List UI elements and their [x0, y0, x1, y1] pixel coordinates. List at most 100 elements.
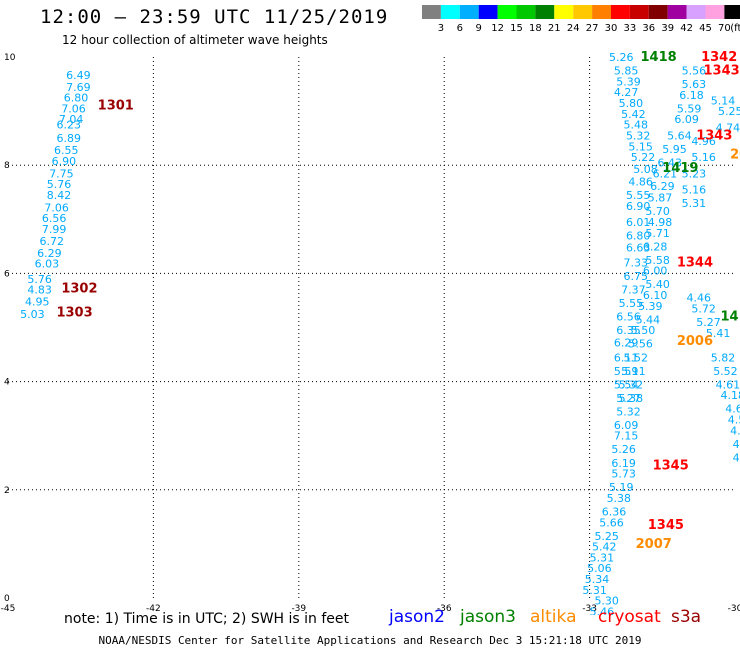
units-note: note: 1) Time is in UTC; 2) SWH is in fe…: [64, 611, 350, 627]
wave-height-value: 6.89: [56, 132, 81, 145]
scale-swatch: [629, 5, 649, 19]
scale-units: (ft): [730, 23, 740, 34]
wave-height-value: 5.39: [616, 75, 641, 88]
track-label: 20: [730, 147, 740, 162]
wave-height-value: 5.48: [624, 119, 649, 132]
wave-height-value: 5.41: [706, 327, 731, 340]
wave-height-value: 5.85: [614, 65, 639, 78]
wave-height-value: 5.54: [614, 378, 639, 391]
wave-height-value: 6.00: [643, 265, 668, 278]
wave-height-value: 5.52: [624, 351, 649, 364]
scale-swatch: [573, 5, 593, 19]
longitude-label: -45: [1, 604, 16, 614]
wave-height-value: 4.46: [687, 292, 712, 305]
latitude-label: 4: [4, 378, 10, 388]
wave-height-value: 5.64: [667, 129, 692, 142]
wave-height-value: 6.72: [40, 235, 65, 248]
scale-swatch: [554, 5, 574, 19]
wave-height-value: 5.39: [638, 300, 663, 313]
wave-height-value: 5.26: [609, 51, 634, 64]
track-label: 2006: [677, 334, 713, 349]
wave-height-value: 5.14: [711, 94, 736, 107]
wave-height-value: 5.40: [645, 278, 670, 291]
wave-height-value: 6.36: [602, 505, 627, 518]
wave-height-value: 4.54: [728, 413, 740, 426]
wave-height-value: 6.55: [54, 144, 79, 157]
track-label: 1344: [677, 256, 713, 271]
wave-height-value: 5.42: [621, 108, 646, 121]
wave-height-value: 5.58: [645, 254, 670, 267]
scale-swatch: [724, 5, 740, 19]
wave-height-value: 5.59: [614, 365, 639, 378]
track-label: 1345: [653, 458, 689, 473]
scale-swatch: [440, 5, 460, 19]
wave-height-value: 6.03: [35, 258, 60, 271]
wave-height-value: 5.56: [682, 65, 707, 78]
scale-swatch: [422, 5, 441, 19]
wave-height-value: 5.31: [582, 584, 607, 597]
track-label: 1343: [696, 128, 732, 143]
track-label: 14: [720, 310, 738, 325]
track-label: 2007: [636, 537, 672, 552]
longitude-label: -42: [146, 604, 161, 614]
scale-label: 30: [605, 23, 618, 34]
wave-height-value: 5.22: [631, 151, 656, 164]
track-label: 1342: [701, 50, 737, 65]
wave-height-value: 7.37: [621, 284, 646, 297]
wave-height-value: 6.19: [611, 457, 636, 470]
scale-label: 24: [567, 23, 580, 34]
wave-height-value: 4.18: [720, 389, 740, 402]
wave-height-value: 6.29: [614, 337, 639, 350]
wave-height-value: 4.66: [725, 403, 740, 416]
wave-height-value: 6.02: [599, 614, 624, 615]
wave-height-value: 6.80: [64, 92, 88, 105]
scale-swatch: [611, 5, 630, 19]
scale-swatch: [648, 5, 668, 19]
wave-height-value: 6.49: [66, 69, 91, 82]
latitude-label: 8: [4, 161, 10, 171]
legend-cryosat: cryosat: [598, 607, 661, 627]
wave-height-value: 4.74: [716, 121, 740, 134]
wave-height-value: 5.59: [677, 102, 702, 115]
wave-height-value: 5.26: [611, 443, 636, 456]
wave-height-value: 5.25: [718, 105, 740, 118]
wave-height-value: 5.55: [626, 189, 651, 202]
track-label: 1418: [640, 50, 676, 65]
track-label: 1419: [662, 161, 698, 176]
wave-height-value: 7.33: [624, 257, 649, 270]
latitude-label: 6: [4, 269, 10, 279]
scale-label: 27: [586, 23, 599, 34]
wave-height-value: 5.42: [592, 541, 617, 554]
wave-height-value: 5.76: [27, 273, 51, 286]
wave-height-value: 5.15: [628, 140, 653, 153]
wave-height-value: 5.03: [20, 308, 45, 321]
wave-height-value: 4.5: [730, 424, 740, 437]
wave-height-value: 7.15: [614, 430, 639, 443]
wave-height-value: 5.31: [590, 551, 615, 564]
scale-swatch: [592, 5, 611, 19]
credit-line: NOAA/NESDIS Center for Satellite Applica…: [98, 634, 642, 647]
wave-height-value: 6.90: [626, 200, 651, 213]
wave-height-value: 4.86: [628, 175, 653, 188]
wave-height-value: 6.28: [643, 240, 668, 253]
wave-height-value: 5.52: [713, 365, 738, 378]
wave-height-value: 5.63: [682, 78, 707, 91]
wave-height-value: 5.27: [696, 316, 721, 329]
scale-label: 6: [457, 23, 463, 34]
wave-height-value: 4.61: [716, 378, 740, 391]
altimeter-map: -45 -42 -39 -36 -33 -3002468106.497.696.807.0…: [1, 50, 740, 615]
scale-swatch: [497, 5, 517, 19]
scale-swatch: [535, 5, 555, 19]
wave-height-value: 4.27: [614, 86, 639, 99]
track-label: 1301: [98, 99, 134, 114]
wave-height-value: 4.83: [27, 284, 51, 297]
wave-height-value: 5.32: [626, 129, 651, 142]
wave-height-value: 6.35: [616, 324, 641, 337]
wave-height-value: 4.96: [691, 135, 716, 148]
wave-height-value: 5.80: [619, 97, 644, 110]
wave-height-value: 5.56: [628, 338, 653, 351]
wave-height-value: 6.01: [626, 216, 651, 229]
wave-height-value: 5.46: [590, 606, 615, 615]
wave-height-value: 5.23: [682, 167, 707, 180]
